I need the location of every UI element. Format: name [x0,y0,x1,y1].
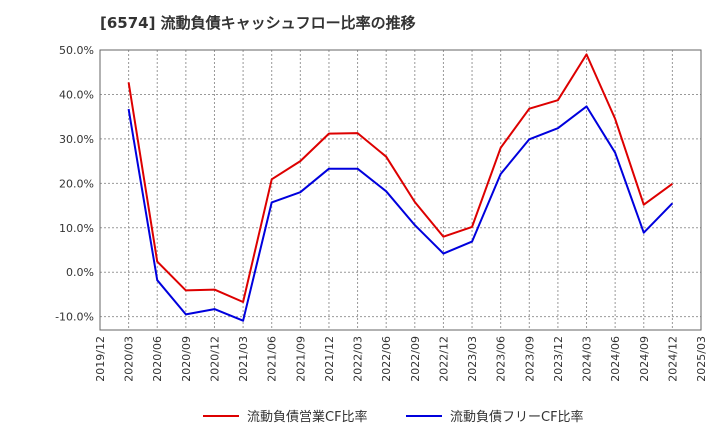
x-tick-label: 2021/12 [323,336,336,382]
x-tick-label: 2020/12 [208,336,221,382]
x-tick-label: 2019/12 [94,336,107,382]
x-tick-label: 2023/12 [552,336,565,382]
x-tick-label: 2023/06 [495,336,508,382]
y-tick-label: 10.0% [59,222,94,235]
y-tick-label: 0.0% [66,266,94,279]
x-tick-label: 2022/09 [409,336,422,382]
chart-title: [6574] 流動負債キャッシュフロー比率の推移 [100,14,416,32]
x-tick-label: 2023/03 [466,336,479,382]
y-tick-label: 30.0% [59,133,94,146]
x-tick-label: 2021/03 [237,336,250,382]
x-tick-label: 2024/12 [666,336,679,382]
x-tick-label: 2020/09 [180,336,193,382]
x-tick-label: 2022/12 [437,336,450,382]
x-tick-label: 2021/09 [294,336,307,382]
x-tick-label: 2024/06 [609,336,622,382]
x-tick-label: 2022/03 [352,336,365,382]
x-tick-label: 2022/06 [380,336,393,382]
x-tick-label: 2020/03 [123,336,136,382]
legend-label-operating-cf: 流動負債営業CF比率 [247,410,368,425]
x-tick-label: 2024/09 [638,336,651,382]
series-line-free-cf [127,105,674,322]
x-tick-label: 2023/09 [523,336,536,382]
x-tick-label: 2024/03 [581,336,594,382]
legend-swatch-operating-cf [203,414,239,417]
y-tick-label: -10.0% [55,311,94,324]
legend-item-free-cf: 流動負債フリーCF比率 [406,406,584,425]
x-tick-label: 2020/06 [151,336,164,382]
y-tick-label: 20.0% [59,177,94,190]
legend-label-free-cf: 流動負債フリーCF比率 [450,410,584,425]
legend-item-operating-cf: 流動負債営業CF比率 [203,406,368,425]
y-tick-label: 50.0% [59,44,94,57]
legend-swatch-free-cf [406,414,442,417]
y-tick-label: 40.0% [59,88,94,101]
series-line-operating-cf [127,53,673,303]
x-tick-label: 2021/06 [266,336,279,382]
x-tick-label: 2025/03 [695,336,708,382]
plot-frame [99,49,702,331]
